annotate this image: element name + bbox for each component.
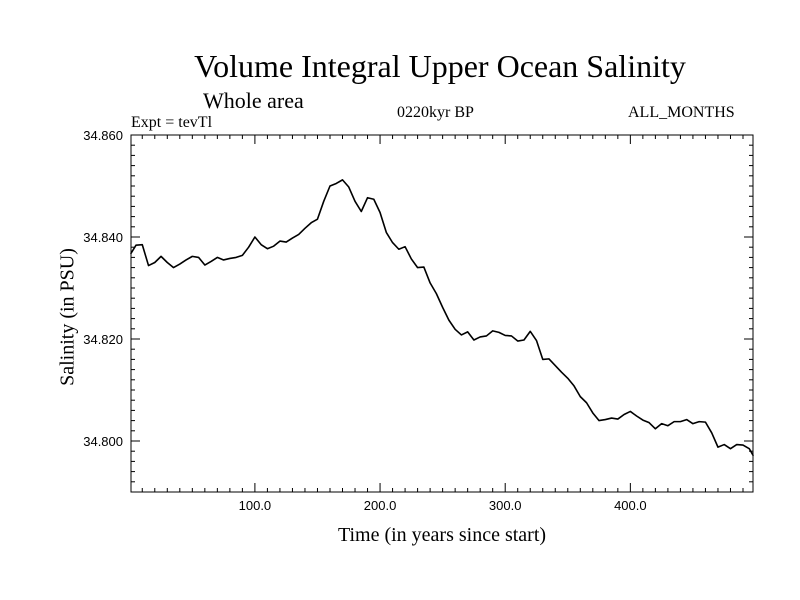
x-tick-label-2: 300.0 — [489, 498, 522, 513]
x-tick-label-0: 100.0 — [239, 498, 272, 513]
chart-title: Volume Integral Upper Ocean Salinity — [194, 48, 686, 84]
plot-frame — [130, 134, 754, 493]
period-label: 0220kyr BP — [397, 104, 474, 121]
months-label: ALL_MONTHS — [628, 104, 735, 121]
y-axis-label: Salinity (in PSU) — [56, 248, 79, 386]
y-tick-label-2: 34.840 — [83, 230, 123, 245]
experiment-label: Expt = tevTl — [131, 114, 213, 131]
y-tick-label-1: 34.820 — [83, 332, 123, 347]
tick-group: 100.0 200.0 300.0 400.0 34.800 34.820 34.840 34… — [83, 128, 753, 513]
salinity-line — [130, 179, 754, 457]
y-tick-label-3: 34.860 — [83, 128, 123, 143]
x-tick-label-3: 400.0 — [614, 498, 647, 513]
x-tick-label-1: 200.0 — [364, 498, 397, 513]
y-tick-label-0: 34.800 — [83, 434, 123, 449]
x-axis-label: Time (in years since start) — [337, 524, 547, 546]
chart-subtitle: Whole area — [203, 88, 304, 113]
